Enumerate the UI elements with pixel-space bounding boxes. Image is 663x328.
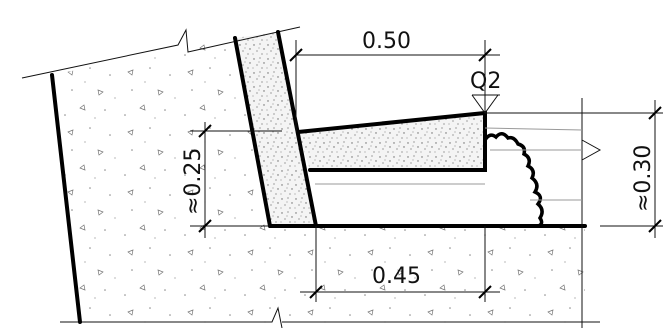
wall-left-edge [50, 73, 82, 324]
dim-bottom-label: 0.45 [372, 264, 421, 289]
insulation-layer [235, 32, 316, 226]
wall-inner-line-1 [233, 36, 272, 228]
hint-line-1 [484, 127, 583, 131]
dimension-bottom: 0.45 [300, 226, 500, 302]
dimension-left: ≈0.25 [181, 122, 282, 238]
slab-outline [296, 110, 487, 172]
dim-top-label: 0.50 [362, 29, 411, 54]
wall-inner-line-2 [276, 30, 318, 228]
dim-right-label: ≈0.30 [631, 145, 656, 212]
bottom-break-line [60, 306, 600, 328]
load-marker: Q2 [470, 69, 501, 114]
dimension-top: 0.50 [289, 29, 500, 132]
dim-left-label: ≈0.25 [181, 148, 206, 215]
wavy-edge [483, 132, 544, 228]
concrete-wall-fill [52, 38, 585, 328]
dimension-right: ≈0.30 [485, 100, 663, 238]
top-break-line [21, 26, 301, 79]
load-label: Q2 [470, 69, 501, 94]
